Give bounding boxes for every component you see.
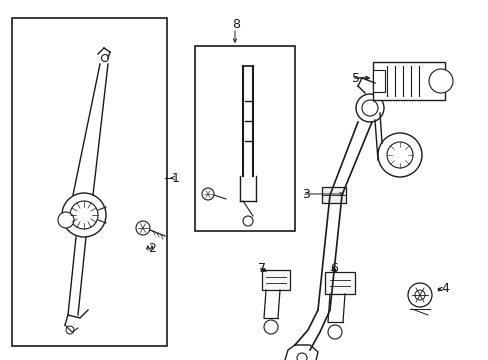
Text: 8: 8 <box>231 18 240 31</box>
Circle shape <box>361 100 377 116</box>
Bar <box>12 18 167 346</box>
Circle shape <box>243 216 252 226</box>
Text: 4: 4 <box>440 283 448 296</box>
Circle shape <box>102 54 108 62</box>
Text: 2: 2 <box>148 242 156 255</box>
Bar <box>195 46 294 231</box>
Circle shape <box>386 142 412 168</box>
Circle shape <box>355 94 383 122</box>
Bar <box>262 270 289 290</box>
Circle shape <box>264 320 278 334</box>
Bar <box>372 62 444 100</box>
Circle shape <box>428 69 452 93</box>
Circle shape <box>70 201 98 229</box>
Text: 6: 6 <box>329 261 337 274</box>
Circle shape <box>296 353 306 360</box>
Circle shape <box>66 326 74 334</box>
Circle shape <box>327 325 341 339</box>
Circle shape <box>202 188 214 200</box>
Circle shape <box>62 193 106 237</box>
Text: 1: 1 <box>172 171 180 185</box>
Bar <box>321 187 346 203</box>
Circle shape <box>407 283 431 307</box>
Circle shape <box>58 212 74 228</box>
Text: 5: 5 <box>351 72 359 85</box>
Circle shape <box>377 133 421 177</box>
Bar <box>325 272 354 294</box>
Circle shape <box>414 290 424 300</box>
Bar <box>372 70 384 92</box>
Text: 7: 7 <box>258 261 265 274</box>
Text: 3: 3 <box>302 188 309 201</box>
Circle shape <box>136 221 150 235</box>
